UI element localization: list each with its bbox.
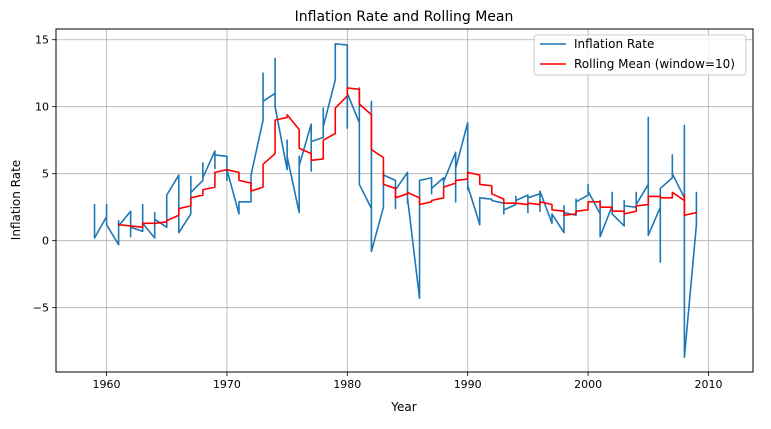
y-tick-label-10: 10 <box>35 101 49 114</box>
legend: Inflation Rate Rolling Mean (window=10) <box>533 34 747 76</box>
x-axis-ticks: 1960 1970 1980 1990 2000 2010 <box>93 372 722 391</box>
x-tick-label-1970: 1970 <box>213 378 241 391</box>
y-tick-label--5: −5 <box>33 302 49 315</box>
x-axis-label: Year <box>390 400 416 414</box>
y-tick-label-15: 15 <box>35 34 49 47</box>
chart-title: Inflation Rate and Rolling Mean <box>295 9 514 25</box>
series-layer <box>93 42 698 359</box>
x-tick-label-2010: 2010 <box>694 378 722 391</box>
x-tick-label-1980: 1980 <box>333 378 361 391</box>
rolling-mean-line <box>117 87 698 229</box>
x-tick-label-1990: 1990 <box>454 378 482 391</box>
legend-box <box>533 34 747 76</box>
x-tick-label-2000: 2000 <box>574 378 602 391</box>
x-tick-label-1960: 1960 <box>93 378 121 391</box>
legend-label-inflation: Inflation Rate <box>574 37 654 51</box>
inflation-rate-line <box>93 42 698 359</box>
plot-frame <box>55 28 754 373</box>
y-tick-label-5: 5 <box>42 168 49 181</box>
y-axis-ticks: −5 0 5 10 15 <box>33 34 56 315</box>
y-axis-label: Inflation Rate <box>9 160 23 240</box>
legend-label-rolling-mean: Rolling Mean (window=10) <box>574 57 735 71</box>
y-tick-label-0: 0 <box>42 235 49 248</box>
